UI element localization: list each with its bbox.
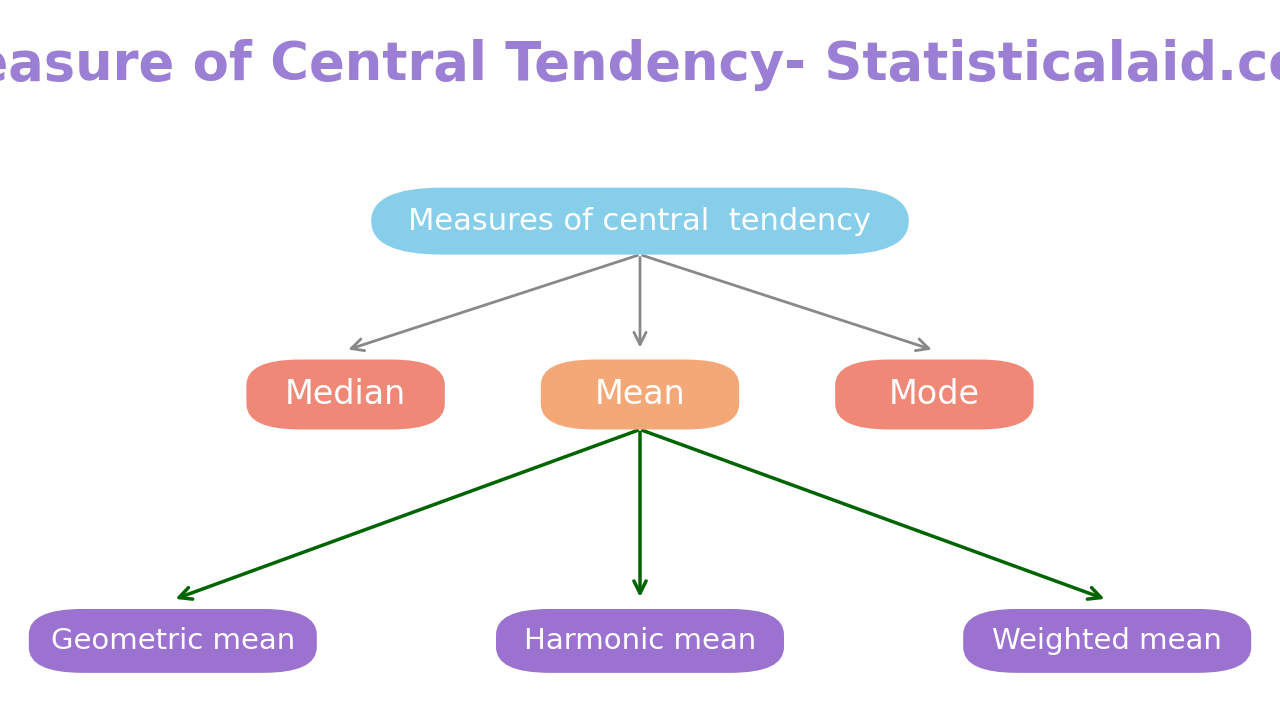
FancyBboxPatch shape [963,609,1251,673]
Text: Mean: Mean [595,378,685,411]
Text: Measure of Central Tendency- Statisticalaid.com: Measure of Central Tendency- Statistical… [0,39,1280,91]
FancyBboxPatch shape [246,359,445,430]
Text: Mode: Mode [888,378,980,411]
FancyBboxPatch shape [29,609,317,673]
FancyBboxPatch shape [835,359,1034,430]
Text: Geometric mean: Geometric mean [51,627,294,655]
FancyBboxPatch shape [540,359,740,430]
Text: Weighted mean: Weighted mean [992,627,1222,655]
FancyBboxPatch shape [371,188,909,255]
Text: Measures of central  tendency: Measures of central tendency [408,207,872,235]
Text: Harmonic mean: Harmonic mean [524,627,756,655]
FancyBboxPatch shape [497,609,783,673]
Text: Median: Median [285,378,406,411]
